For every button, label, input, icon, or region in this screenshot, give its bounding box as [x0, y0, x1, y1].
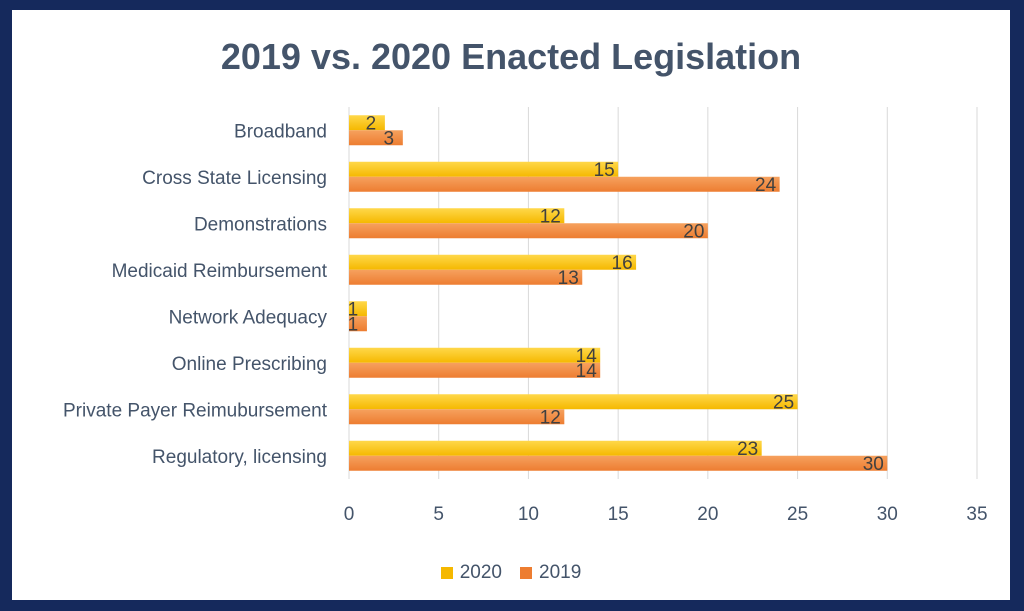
category-label-2: Demonstrations	[194, 214, 327, 235]
data-label-2020-2: 12	[540, 206, 561, 227]
bar-2019-3	[349, 269, 583, 285]
data-label-2020-4: 1	[348, 299, 359, 320]
data-label-2019-6: 12	[540, 407, 561, 428]
bar-2020-2	[349, 208, 565, 224]
data-label-2020-5: 14	[576, 346, 598, 367]
category-label-1: Cross State Licensing	[142, 168, 327, 189]
bar-2020-3	[349, 254, 637, 270]
data-label-2020-0: 2	[366, 113, 377, 134]
bar-2020-1	[349, 161, 619, 177]
category-label-5: Online Prescribing	[172, 354, 327, 375]
bar-2020-7	[349, 440, 762, 456]
legend-label-2019: 2019	[539, 562, 582, 583]
data-label-2019-1: 24	[755, 175, 777, 196]
category-label-7: Regulatory, licensing	[152, 447, 327, 468]
bar-2019-7	[349, 455, 888, 471]
data-label-2019-2: 20	[683, 221, 704, 242]
x-tick-label-5: 5	[433, 504, 444, 525]
category-label-6: Private Payer Reimubursement	[63, 400, 328, 421]
legend-swatch-2020	[440, 567, 453, 579]
x-tick-label-30: 30	[877, 504, 898, 525]
category-label-3: Medicaid Reimbursement	[112, 261, 328, 282]
data-label-2019-0: 3	[384, 128, 395, 149]
data-label-2020-1: 15	[594, 160, 615, 181]
legend-item-2020: 2020	[440, 562, 502, 584]
bar-2019-5	[349, 362, 601, 378]
data-label-2019-3: 13	[558, 268, 579, 289]
x-tick-label-20: 20	[697, 504, 718, 525]
data-label-2020-3: 16	[612, 253, 633, 274]
legend-item-2019: 2019	[520, 562, 581, 584]
data-label-2020-7: 23	[737, 439, 758, 460]
category-label-4: Network Adequacy	[169, 307, 328, 328]
bar-2020-0	[349, 115, 385, 131]
data-label-2019-5: 14	[576, 361, 598, 382]
legend-label-2020: 2020	[459, 562, 502, 583]
bar-2019-4	[349, 316, 367, 332]
x-tick-label-25: 25	[787, 504, 808, 525]
bar-2019-1	[349, 176, 780, 192]
chart-title: 2019 vs. 2020 Enacted Legislation	[220, 36, 802, 77]
data-label-2020-6: 25	[773, 392, 794, 413]
data-label-2019-7: 30	[863, 454, 884, 475]
bar-2020-6	[349, 394, 798, 410]
x-tick-label-35: 35	[966, 504, 987, 525]
x-tick-label-0: 0	[344, 504, 355, 525]
chart-frame: 2019 vs. 2020 Enacted Legislation 0 5 10 15…	[12, 10, 1010, 600]
data-label-2019-4: 1	[348, 314, 359, 335]
category-label-0: Broadband	[234, 121, 327, 142]
legend-swatch-2019	[520, 567, 532, 579]
bar-2019-2	[349, 223, 708, 239]
bar-2019-6	[349, 409, 565, 425]
legend: 2020 2019	[12, 562, 1010, 584]
x-tick-label-10: 10	[518, 504, 539, 525]
bar-2020-5	[349, 347, 601, 363]
plot-area: 0 5 10 15 20 25 30 35 Broadband 23 Cross State Lic…	[63, 107, 988, 525]
x-tick-label-15: 15	[608, 504, 629, 525]
bar-2019-0	[349, 130, 403, 146]
bar-2020-4	[349, 301, 367, 317]
